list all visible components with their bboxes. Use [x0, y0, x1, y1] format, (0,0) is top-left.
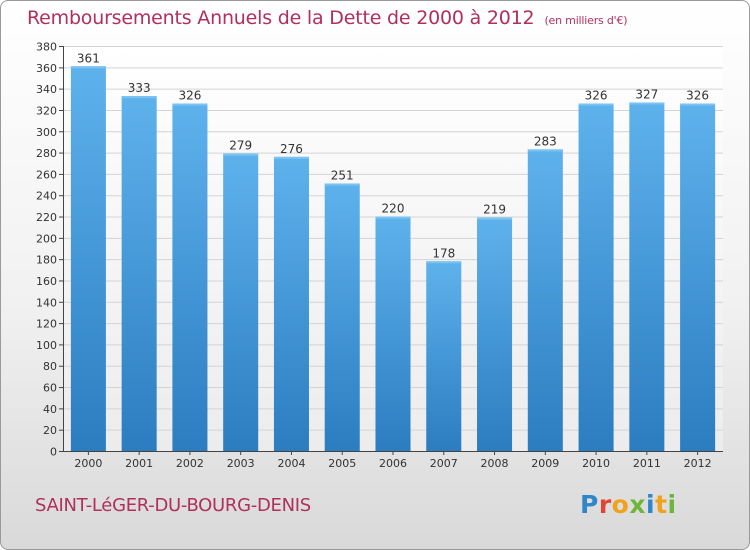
x-tick-label: 2010 [582, 457, 610, 470]
bar [375, 216, 411, 451]
bar-highlight [477, 217, 513, 220]
bar [273, 156, 309, 451]
y-tick-label: 340 [36, 83, 57, 96]
bar [680, 103, 716, 451]
x-tick-label: 2005 [328, 457, 356, 470]
bar [172, 103, 208, 451]
bar-highlight [121, 96, 157, 99]
x-tick-label: 2009 [531, 457, 559, 470]
x-tick-label: 2007 [430, 457, 458, 470]
x-tick-label: 2000 [74, 457, 102, 470]
y-tick-label: 280 [36, 147, 57, 160]
bar-highlight [527, 149, 563, 152]
bar [324, 183, 360, 451]
data-label: 327 [635, 87, 658, 101]
x-tick-label: 2008 [481, 457, 509, 470]
data-label: 220 [382, 202, 405, 216]
logo-letter: i [646, 490, 656, 519]
bar-highlight [223, 153, 259, 156]
data-label: 276 [280, 142, 303, 156]
x-tick-label: 2004 [277, 457, 305, 470]
bar-highlight [273, 156, 309, 159]
y-tick-label: 220 [36, 211, 57, 224]
chart-unit-label: (en milliers d'€) [544, 14, 628, 27]
y-tick-label: 60 [43, 382, 57, 395]
bar [477, 217, 513, 451]
data-label: 178 [432, 246, 455, 260]
data-label: 279 [229, 139, 252, 153]
y-tick-label: 200 [36, 232, 57, 245]
y-tick-label: 20 [43, 424, 57, 437]
bar [121, 96, 157, 451]
bar [426, 261, 462, 451]
y-tick-label: 240 [36, 190, 57, 203]
logo-letter: i [667, 490, 677, 519]
data-label: 361 [77, 51, 100, 65]
x-tick-label: 2002 [176, 457, 204, 470]
x-tick-label: 2012 [684, 457, 712, 470]
y-tick-label: 260 [36, 168, 57, 181]
x-tick-label: 2011 [633, 457, 661, 470]
y-tick-label: 320 [36, 104, 57, 117]
y-tick-label: 80 [43, 360, 57, 373]
data-label: 219 [483, 203, 506, 217]
commune-name: SAINT-LéGER-DU-BOURG-DENIS [35, 495, 311, 516]
data-label: 283 [534, 134, 557, 148]
y-tick-label: 100 [36, 339, 57, 352]
bar [70, 66, 106, 451]
bar [578, 103, 614, 451]
data-label: 251 [331, 168, 354, 182]
chart-title: Remboursements Annuels de la Dette de 20… [27, 7, 628, 29]
y-tick-label: 40 [43, 403, 57, 416]
bar-highlight [629, 102, 665, 105]
bar-highlight [578, 103, 614, 106]
logo-letter: P [580, 490, 599, 519]
chart-title-main: Remboursements Annuels de la Dette de 20… [27, 7, 535, 29]
bar [223, 153, 259, 452]
data-label: 326 [585, 89, 608, 103]
y-tick-label: 140 [36, 296, 57, 309]
x-tick-label: 2003 [227, 457, 255, 470]
logo-letter: t [655, 490, 668, 519]
y-tick-label: 360 [36, 62, 57, 75]
data-label: 333 [128, 81, 151, 95]
bar-highlight [70, 66, 106, 69]
y-tick-label: 0 [50, 446, 57, 459]
bar-highlight [426, 261, 462, 264]
logo-letter: r [598, 490, 612, 519]
x-tick-label: 2006 [379, 457, 407, 470]
bar-highlight [324, 183, 360, 186]
logo-letter: o [611, 490, 630, 519]
bar [629, 102, 665, 451]
bar-highlight [680, 103, 716, 106]
data-label: 326 [178, 89, 201, 103]
y-tick-label: 160 [36, 275, 57, 288]
bar [527, 149, 563, 451]
bar-highlight [375, 216, 411, 219]
y-tick-label: 180 [36, 254, 57, 267]
y-tick-label: 380 [36, 41, 57, 54]
data-label: 326 [686, 89, 709, 103]
y-tick-label: 300 [36, 126, 57, 139]
x-tick-label: 2001 [125, 457, 153, 470]
proxiti-logo: Proxiti [580, 490, 677, 519]
logo-letter: x [629, 490, 646, 519]
y-tick-label: 120 [36, 318, 57, 331]
bar-highlight [172, 103, 208, 106]
